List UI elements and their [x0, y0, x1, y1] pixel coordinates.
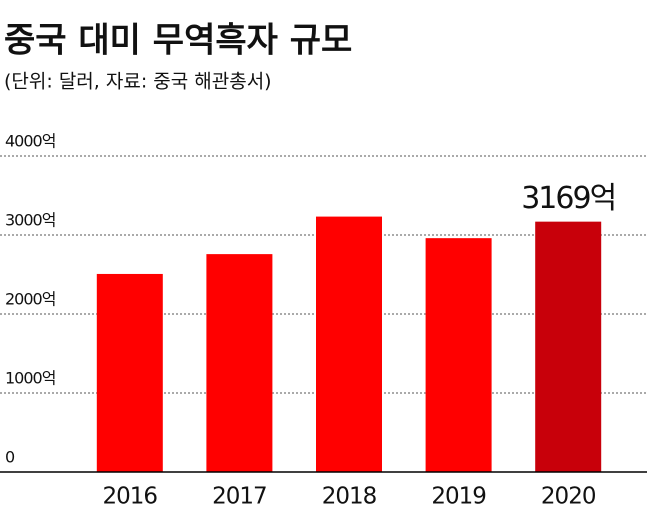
x-tick-label: 2020 — [541, 484, 596, 510]
chart-subtitle: (단위: 달러, 자료: 중국 해관총서) — [4, 71, 272, 93]
x-tick-label: 2016 — [103, 484, 158, 510]
bar — [425, 238, 492, 472]
x-tick-label: 2018 — [322, 484, 377, 510]
bar — [535, 221, 602, 472]
y-tick-label: 3000억 — [5, 211, 55, 230]
value-label: 3169억 — [521, 181, 615, 216]
chart-title: 중국 대미 무역흑자 규모 — [4, 21, 352, 61]
bar — [96, 273, 163, 472]
x-tick-label: 2017 — [212, 484, 267, 510]
bar — [206, 254, 273, 472]
y-tick-label: 2000억 — [5, 290, 55, 309]
bar — [316, 216, 382, 472]
y-tick-label: 1000억 — [5, 369, 55, 388]
y-tick-label: 0 — [5, 448, 15, 467]
y-tick-label: 4000억 — [5, 132, 55, 151]
x-tick-label: 2019 — [431, 484, 486, 510]
